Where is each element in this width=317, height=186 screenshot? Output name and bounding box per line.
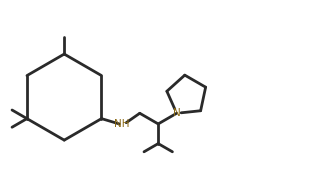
Text: NH: NH (113, 119, 129, 129)
Text: N: N (173, 108, 181, 118)
